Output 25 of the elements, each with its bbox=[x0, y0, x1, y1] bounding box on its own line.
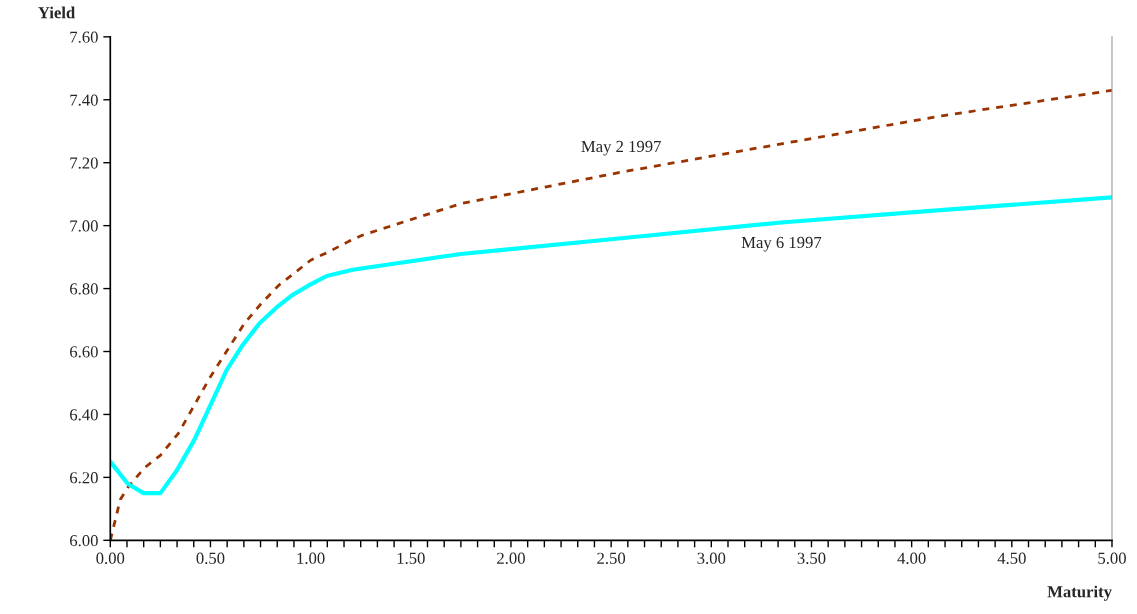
y-tick-label: 6.80 bbox=[70, 283, 98, 295]
x-tick-label: 2.00 bbox=[497, 552, 525, 564]
y-tick-label: 7.60 bbox=[70, 31, 98, 43]
x-tick-label: 5.00 bbox=[1098, 552, 1126, 564]
x-tick-label: 0.50 bbox=[196, 552, 225, 564]
y-tick-label: 6.40 bbox=[70, 409, 98, 421]
x-tick-label: 4.00 bbox=[897, 552, 926, 564]
y-tick-label: 6.00 bbox=[70, 535, 98, 547]
y-tick-label: 6.60 bbox=[70, 346, 98, 358]
line-series bbox=[110, 195, 1112, 496]
y-tick-label: 7.20 bbox=[70, 157, 98, 169]
x-axis-title: Maturity bbox=[1047, 585, 1112, 601]
y-tick-label: 7.00 bbox=[70, 220, 98, 232]
x-tick-label: 1.50 bbox=[397, 552, 425, 564]
x-tick-label: 1.00 bbox=[297, 552, 325, 564]
x-tick-label: 3.00 bbox=[697, 552, 726, 564]
series-label: May 6 1997 bbox=[741, 236, 822, 252]
x-tick-label: 4.50 bbox=[997, 552, 1026, 564]
series-label: May 2 1997 bbox=[581, 140, 661, 156]
x-tick-label: 2.50 bbox=[597, 552, 626, 564]
x-tick-label: 3.50 bbox=[797, 552, 826, 564]
y-tick-label: 7.40 bbox=[70, 94, 98, 106]
y-axis-title: Yield bbox=[38, 6, 76, 19]
x-tick-label: 0.00 bbox=[96, 552, 125, 564]
y-tick-label: 6.20 bbox=[70, 472, 98, 484]
